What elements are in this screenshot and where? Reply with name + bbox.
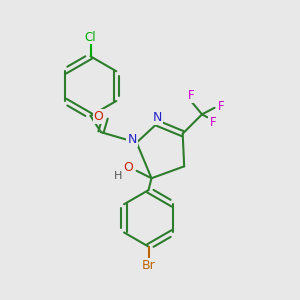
Text: F: F <box>188 89 194 102</box>
Text: N: N <box>153 111 162 124</box>
Text: O: O <box>94 110 103 123</box>
Text: H: H <box>114 171 122 181</box>
Text: F: F <box>218 100 224 113</box>
Text: F: F <box>209 116 216 129</box>
Text: Br: Br <box>142 260 155 272</box>
Text: O: O <box>123 161 133 174</box>
Text: Cl: Cl <box>85 31 96 44</box>
Text: N: N <box>128 133 137 146</box>
